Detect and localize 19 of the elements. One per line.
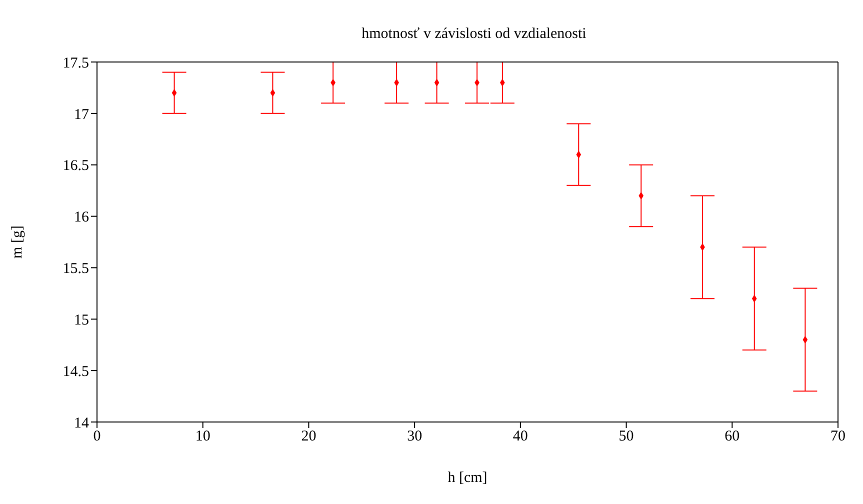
y-tick-label: 15.5 — [62, 261, 89, 278]
y-tick-label: 15 — [74, 312, 89, 328]
chart-title: hmotnosť v závislosti od vzdialenosti — [360, 26, 588, 43]
x-tick-label: 0 — [93, 428, 101, 445]
y-tick-label: 17.5 — [62, 55, 89, 72]
x-tick-label: 40 — [512, 428, 528, 445]
y-tick-label: 17 — [74, 106, 90, 123]
x-tick-label: 30 — [407, 428, 422, 445]
x-tick-label: 20 — [301, 428, 316, 445]
y-tick-label: 16 — [74, 210, 90, 226]
x-tick-label: 50 — [618, 428, 634, 445]
x-axis-title: h [cm] — [448, 470, 488, 486]
x-tick-label: 60 — [724, 428, 740, 445]
y-tick-label: 16.5 — [62, 158, 89, 174]
x-tick-label: 70 — [830, 428, 846, 445]
y-tick-label: 14 — [74, 415, 90, 432]
x-tick-label: 10 — [195, 428, 210, 445]
y-axis-title: m [g] — [9, 226, 26, 258]
y-tick-label: 14.5 — [62, 364, 89, 380]
